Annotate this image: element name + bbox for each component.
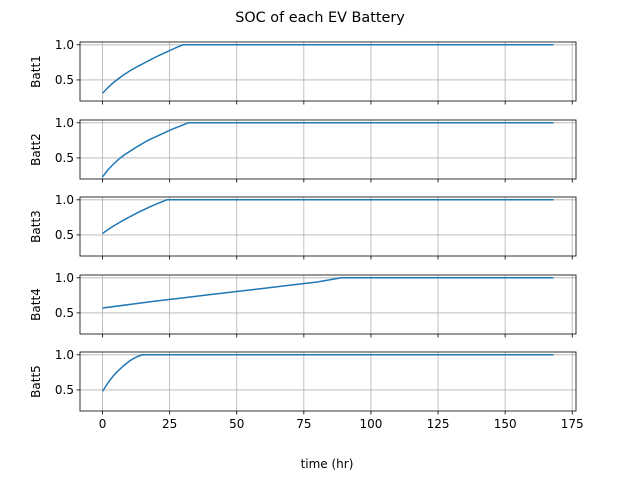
- y-axis-label-batt5: Batt5: [29, 365, 43, 398]
- y-axis-label-batt1: Batt1: [29, 55, 43, 88]
- subplot-1: 0.5 1.0 Batt1: [29, 38, 577, 105]
- x-tick-label: 50: [229, 417, 244, 431]
- axes-frame: [79, 119, 577, 180]
- figure-title: SOC of each EV Battery: [235, 10, 405, 26]
- series-line-batt4: [102, 277, 554, 309]
- axes-frame: [79, 196, 577, 257]
- series-line-batt2: [101, 122, 554, 178]
- y-tick-label: 0.5: [55, 306, 74, 320]
- x-tick-label: 100: [359, 417, 382, 431]
- y-tick-label: 0.5: [55, 151, 74, 165]
- x-tick-label: 75: [296, 417, 311, 431]
- x-tick-label: 125: [427, 417, 450, 431]
- y-axis-label-batt4: Batt4: [29, 288, 43, 321]
- axes-frame: [79, 41, 577, 102]
- y-tick-label: 0.5: [55, 73, 74, 87]
- x-tick-label: 150: [494, 417, 517, 431]
- y-tick-label: 1.0: [55, 193, 74, 207]
- x-tick-label: 175: [561, 417, 584, 431]
- y-axis-label-batt2: Batt2: [29, 133, 43, 166]
- subplot-2: 0.5 1.0 Batt2: [29, 116, 577, 183]
- axes-root: 0.5 1.0 Batt1 0.5 1.0 Batt2 0.5 1.0 Batt3 0.5 1.0 B…: [29, 38, 584, 431]
- series-line-batt3: [102, 199, 554, 235]
- axes-frame: [79, 274, 577, 335]
- axes-frame: [79, 351, 577, 412]
- y-tick-label: 1.0: [55, 271, 74, 285]
- subplot-5: 0.5 1.0 0 25 50 75 100 125 150 175 Batt5: [29, 348, 584, 431]
- series-line-batt1: [102, 44, 554, 94]
- y-tick-label: 0.5: [55, 228, 74, 242]
- x-axis-label: time (hr): [301, 457, 354, 471]
- x-tick-label: 25: [162, 417, 177, 431]
- y-tick-label: 0.5: [55, 383, 74, 397]
- y-tick-label: 1.0: [55, 116, 74, 130]
- subplot-4: 0.5 1.0 Batt4: [29, 271, 577, 338]
- y-tick-label: 1.0: [55, 348, 74, 362]
- y-axis-label-batt3: Batt3: [29, 210, 43, 243]
- series-line-batt5: [101, 354, 554, 392]
- y-tick-label: 1.0: [55, 38, 74, 52]
- x-tick-label: 0: [99, 417, 107, 431]
- subplot-3: 0.5 1.0 Batt3: [29, 193, 577, 260]
